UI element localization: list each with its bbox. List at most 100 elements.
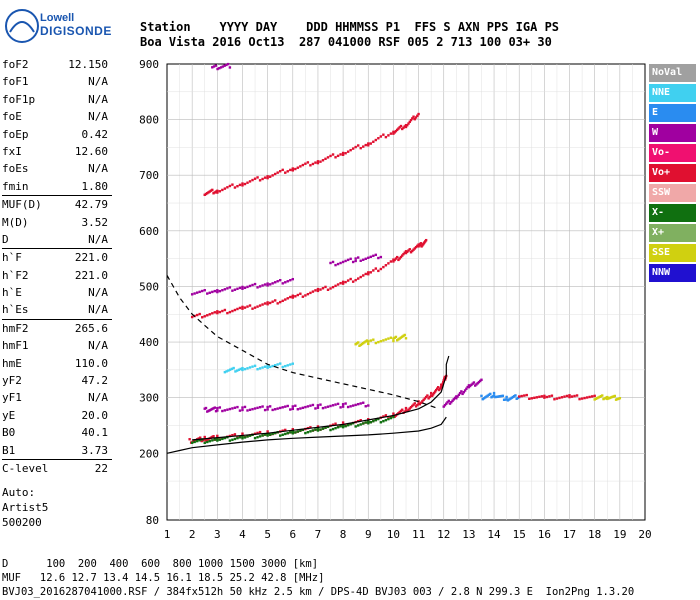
echo-point xyxy=(573,394,576,398)
echo-point xyxy=(404,125,408,129)
param-value: 3.73 xyxy=(81,443,109,457)
echo-point xyxy=(223,409,227,412)
echo-point xyxy=(271,300,274,303)
echo-point xyxy=(279,362,282,365)
param-row: yF1 N/A xyxy=(2,389,112,406)
echo-point xyxy=(392,412,395,415)
echo-point xyxy=(316,427,320,430)
echo-point xyxy=(451,399,454,402)
echo-point xyxy=(296,430,300,433)
param-value: N/A xyxy=(88,92,108,106)
echo-point xyxy=(593,398,596,401)
scaled-parameters-panel: foF2 12.150 foF1 N/A foF1p N/A foE N/A foEp 0.42 f… xyxy=(2,56,112,477)
x-tick-label: 14 xyxy=(487,528,501,541)
echo-point xyxy=(455,395,458,398)
echo-point xyxy=(364,421,367,424)
echo-point xyxy=(411,404,414,408)
echo-point xyxy=(341,421,345,424)
echo-point xyxy=(211,407,214,411)
echo-point xyxy=(535,396,539,399)
echo-point xyxy=(392,132,395,135)
echo-point xyxy=(437,386,440,389)
echo-point xyxy=(377,256,380,260)
echo-point xyxy=(349,405,352,408)
echo-point xyxy=(568,394,571,397)
echo-point xyxy=(334,426,337,430)
param-row: B1 3.73 xyxy=(2,442,112,459)
echo-point xyxy=(206,410,209,413)
echo-point xyxy=(236,307,239,311)
echo-point xyxy=(492,394,496,397)
param-value: 42.79 xyxy=(74,198,108,212)
echo-point xyxy=(233,433,237,436)
echo-point xyxy=(271,364,274,368)
echo-point xyxy=(354,257,357,260)
echo-point xyxy=(271,432,274,436)
echo-point xyxy=(387,262,390,265)
echo-point xyxy=(276,363,279,366)
echo-point xyxy=(203,289,206,292)
legend-entry-e: E xyxy=(649,104,696,122)
x-tick-label: 4 xyxy=(239,528,246,541)
echo-point xyxy=(512,395,516,398)
echo-point xyxy=(321,406,325,410)
echo-point xyxy=(540,395,544,398)
echo-point xyxy=(279,300,282,304)
echo-point xyxy=(482,397,486,400)
echo-point xyxy=(319,288,322,291)
param-key: hmE xyxy=(2,356,22,370)
echo-point xyxy=(299,292,302,295)
echo-point xyxy=(301,163,305,167)
echo-point xyxy=(382,265,385,269)
echo-point xyxy=(231,183,234,186)
param-value: 265.6 xyxy=(74,321,108,335)
echo-point xyxy=(246,367,249,370)
legend-entry-w: W xyxy=(649,124,696,142)
echo-point xyxy=(284,281,287,284)
echo-point xyxy=(480,394,483,398)
echo-point xyxy=(596,396,599,400)
echo-point xyxy=(309,164,312,167)
echo-point xyxy=(543,394,546,398)
echo-point xyxy=(271,174,274,177)
echo-point xyxy=(392,130,395,134)
echo-point xyxy=(211,66,214,69)
echo-point xyxy=(465,387,468,390)
echo-point xyxy=(507,398,511,401)
echo-point xyxy=(497,395,501,398)
echo-point xyxy=(281,168,284,172)
param-row: h`Es N/A xyxy=(2,301,112,318)
echo-point xyxy=(209,408,213,411)
echo-point xyxy=(208,313,211,316)
echo-point xyxy=(442,380,445,384)
x-tick-label: 16 xyxy=(538,528,551,541)
echo-point xyxy=(216,406,219,410)
echo-point xyxy=(384,418,388,422)
echo-point xyxy=(355,342,359,345)
echo-point xyxy=(219,66,223,69)
param-value: 12.60 xyxy=(74,144,108,158)
legend-entry-x-: X+ xyxy=(649,224,696,242)
echo-point xyxy=(362,422,365,425)
echo-point xyxy=(321,287,325,290)
echo-point xyxy=(233,437,237,441)
station-header: Station YYYY DAY DDD HHMMSS P1 FFS S AXN… xyxy=(140,20,559,50)
echo-point xyxy=(256,305,259,308)
echo-point xyxy=(455,397,458,400)
echo-trace xyxy=(211,62,232,71)
echo-point xyxy=(232,366,235,370)
echo-point xyxy=(326,156,330,159)
echo-point xyxy=(516,396,520,400)
x-tick-label: 5 xyxy=(264,528,271,541)
echo-point xyxy=(411,249,414,253)
echo-point xyxy=(212,192,215,195)
echo-point xyxy=(236,436,239,440)
echo-point xyxy=(193,440,196,444)
echo-point xyxy=(463,389,467,392)
echo-point xyxy=(212,435,215,438)
echo-point xyxy=(364,340,367,343)
y-tick-label: 800 xyxy=(139,114,159,127)
echo-point xyxy=(263,433,267,436)
echo-point xyxy=(389,260,393,263)
echo-point xyxy=(377,137,380,140)
